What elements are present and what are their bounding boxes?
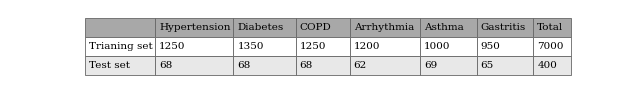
Text: 1250: 1250 [159,42,186,51]
Text: Asthma: Asthma [424,23,463,32]
Text: 1000: 1000 [424,42,451,51]
Text: 400: 400 [537,61,557,70]
Bar [85,37,155,56]
Bar [234,18,296,37]
Text: 1350: 1350 [237,42,264,51]
Text: 68: 68 [159,61,172,70]
Bar [477,56,533,75]
Text: COPD: COPD [300,23,332,32]
Bar [420,56,477,75]
Bar [349,18,420,37]
Text: 68: 68 [300,61,313,70]
Bar [155,56,234,75]
Bar [349,56,420,75]
Text: Test set: Test set [89,61,130,70]
Bar [349,37,420,56]
Text: 1200: 1200 [353,42,380,51]
Text: Total: Total [537,23,563,32]
Bar [155,18,234,37]
Text: Arrhythmia: Arrhythmia [353,23,414,32]
Text: Trianing set: Trianing set [89,42,153,51]
Bar [296,56,349,75]
Text: Hypertension: Hypertension [159,23,230,32]
Bar [296,37,349,56]
Bar [420,18,477,37]
Text: 1250: 1250 [300,42,326,51]
Text: Diabetes: Diabetes [237,23,284,32]
Text: 65: 65 [481,61,493,70]
Text: 62: 62 [353,61,367,70]
Bar [85,18,155,37]
Bar [477,18,533,37]
Text: 950: 950 [481,42,500,51]
Text: 7000: 7000 [537,42,564,51]
Bar [234,37,296,56]
Bar [533,18,571,37]
Text: Gastritis: Gastritis [481,23,525,32]
Bar [477,37,533,56]
Bar [155,37,234,56]
Bar [234,56,296,75]
Text: 68: 68 [237,61,251,70]
Bar [296,18,349,37]
Text: 69: 69 [424,61,437,70]
Bar [533,56,571,75]
Bar [85,56,155,75]
Bar [420,37,477,56]
Bar [533,37,571,56]
